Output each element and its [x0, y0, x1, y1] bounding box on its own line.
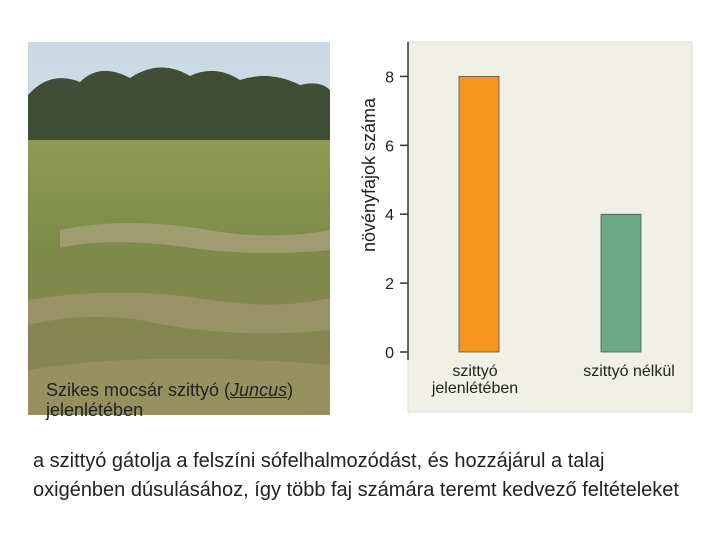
y-tick-label: 4	[385, 207, 394, 224]
caption-text: ) jelenlétében	[46, 380, 294, 420]
y-tick-label: 8	[385, 69, 394, 86]
bar	[600, 213, 642, 353]
x-tick-label: szittyó jelenlétében	[431, 363, 519, 397]
plot-area	[407, 41, 693, 413]
x-tick-label: szittyó nélkül	[583, 363, 675, 380]
bar	[458, 76, 500, 353]
y-tick-label: 2	[385, 276, 394, 293]
caption-text: Szikes mocsár szittyó (	[46, 380, 231, 400]
y-axis-label: növényfajok száma	[359, 97, 379, 252]
body-text: a szittyó gátolja a felszíni sófelhalmoz…	[33, 450, 679, 501]
caption-species: Juncus	[230, 380, 288, 400]
photo-caption: Szikes mocsár szittyó (Juncus) jelenlété…	[46, 380, 316, 420]
y-tick-label: 6	[385, 138, 394, 155]
y-tick-label: 0	[385, 345, 394, 362]
photo	[28, 42, 330, 415]
